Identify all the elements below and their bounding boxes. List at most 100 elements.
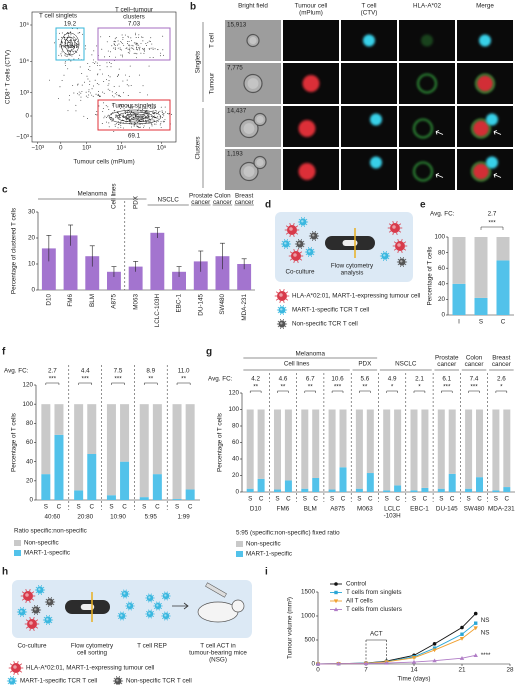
cell-spike: [52, 603, 55, 606]
cell-nucleus: [280, 322, 283, 325]
x-tick-label: C: [477, 496, 482, 503]
cell-spike: [29, 588, 31, 592]
event-dot: [162, 113, 164, 115]
marker: [432, 642, 437, 646]
cell-spike: [284, 311, 287, 314]
cell-spike: [398, 230, 402, 233]
event-dot: [143, 116, 145, 118]
cell-spike: [404, 263, 407, 266]
cell-spike: [388, 230, 392, 233]
cell-spike: [33, 628, 35, 632]
cell-spike: [316, 232, 319, 235]
event-dot: [139, 49, 141, 51]
cell-spike: [397, 258, 400, 261]
micrograph: [399, 63, 455, 104]
y-tick-label: 120: [22, 382, 33, 389]
cell-signal: [472, 120, 490, 137]
gate-label: T cell singlets: [39, 13, 77, 20]
event-dot: [137, 110, 139, 112]
event-dot: [59, 46, 61, 48]
step-label: Flow cytometry: [71, 643, 114, 650]
legend-label: MART-1-specific: [246, 551, 292, 558]
end-label: NS: [481, 617, 490, 624]
contour: [67, 40, 73, 48]
panel-letter: g: [206, 347, 212, 358]
gate-label: T cell–tumour: [115, 7, 153, 14]
cell-spike: [309, 232, 312, 235]
x-tick-label: S: [330, 496, 334, 503]
event-dot: [157, 117, 159, 119]
marker: [333, 599, 339, 604]
event-dot: [79, 66, 81, 68]
bar-segment: [355, 488, 363, 492]
event-dot: [108, 122, 110, 124]
event-dot: [142, 111, 144, 113]
event-dot: [111, 104, 113, 106]
cell-nucleus: [48, 600, 51, 603]
x-axis-label: Time (days): [397, 676, 430, 683]
event-dot: [143, 52, 145, 54]
bar: [172, 271, 186, 290]
legend-label: T cells from singlets: [346, 589, 402, 596]
event-dot: [128, 117, 130, 119]
event-dot: [111, 117, 113, 119]
event-dot: [139, 115, 141, 117]
event-dot: [151, 107, 153, 109]
x-tick-label: 28: [506, 667, 514, 674]
event-dot: [153, 119, 155, 121]
event-dot: [64, 39, 66, 41]
event-dot: [75, 51, 77, 52]
event-dot: [120, 95, 122, 97]
cell-spike: [285, 225, 289, 228]
legend-label: Non-specific TCR T cell: [292, 321, 358, 328]
event-dot: [71, 45, 72, 47]
bar-segment: [185, 489, 195, 500]
event-dot: [75, 40, 76, 41]
cell-signal: [421, 34, 433, 47]
event-dot: [134, 117, 136, 118]
event-dot: [137, 112, 139, 114]
event-dot: [171, 113, 173, 115]
cell-signal: [298, 163, 316, 180]
event-dot: [160, 106, 162, 108]
cell-spike: [29, 628, 31, 632]
arrow: [493, 173, 502, 178]
event-dot: [133, 52, 135, 54]
y-tick-label: 10⁴: [19, 58, 29, 65]
event-dot: [133, 48, 135, 50]
event-dot: [117, 127, 119, 129]
x-tick-label: 10⁴: [116, 145, 126, 152]
event-dot: [139, 47, 140, 49]
arrow: [435, 130, 444, 135]
event-dot: [127, 95, 129, 96]
event-dot: [164, 106, 166, 108]
cell-spike: [283, 300, 285, 304]
event-dot: [151, 125, 153, 127]
bar: [41, 248, 56, 290]
event-dot: [132, 105, 134, 107]
event-dot: [64, 37, 66, 39]
event-dot: [123, 92, 124, 94]
group-label: cancer: [465, 361, 484, 368]
event-dot: [116, 94, 118, 96]
event-dot: [154, 107, 155, 109]
event-dot: [139, 126, 141, 128]
panel-letter: c: [2, 185, 8, 196]
event-dot: [133, 117, 135, 119]
group-label: Cell lines: [284, 361, 310, 368]
x-tick-label: S: [44, 504, 48, 511]
event-dot: [137, 116, 139, 118]
event-dot: [115, 56, 117, 58]
group-label: M063: [357, 506, 373, 513]
bar-segment: [273, 489, 281, 492]
cell-spike: [284, 325, 287, 328]
x-tick-label: C: [313, 496, 318, 503]
bar: [107, 271, 121, 290]
event-dot: [63, 37, 65, 39]
event-dot: [140, 110, 142, 112]
event-dot: [84, 45, 86, 47]
significance: **: [308, 384, 313, 391]
event-dot: [64, 46, 66, 47]
event-dot: [143, 49, 145, 51]
